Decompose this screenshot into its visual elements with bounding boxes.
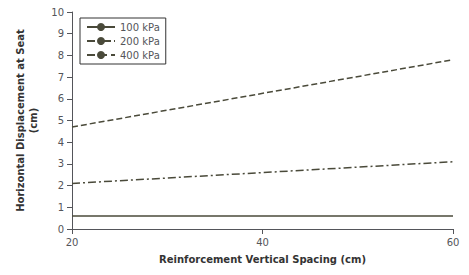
svg-text:2: 2 [58, 180, 64, 191]
svg-text:60: 60 [447, 237, 460, 248]
svg-text:8: 8 [58, 50, 64, 61]
svg-text:400 kPa: 400 kPa [120, 50, 160, 61]
svg-text:5: 5 [58, 115, 64, 126]
svg-text:0: 0 [58, 224, 64, 235]
svg-text:20: 20 [66, 237, 79, 248]
svg-text:3: 3 [58, 158, 64, 169]
svg-text:9: 9 [58, 28, 64, 39]
svg-text:6: 6 [58, 93, 64, 104]
svg-text:1: 1 [58, 202, 64, 213]
svg-text:7: 7 [58, 72, 64, 83]
svg-text:100 kPa: 100 kPa [120, 22, 160, 33]
svg-text:40: 40 [256, 237, 269, 248]
svg-text:Reinforcement Vertical Spacing: Reinforcement Vertical Spacing (cm) [159, 254, 366, 265]
svg-text:4: 4 [58, 137, 64, 148]
svg-text:(cm): (cm) [28, 108, 39, 134]
svg-text:10: 10 [51, 7, 64, 18]
svg-text:200 kPa: 200 kPa [120, 36, 160, 47]
svg-text:Horizontal Displacement at Sea: Horizontal Displacement at Seat [15, 29, 26, 212]
